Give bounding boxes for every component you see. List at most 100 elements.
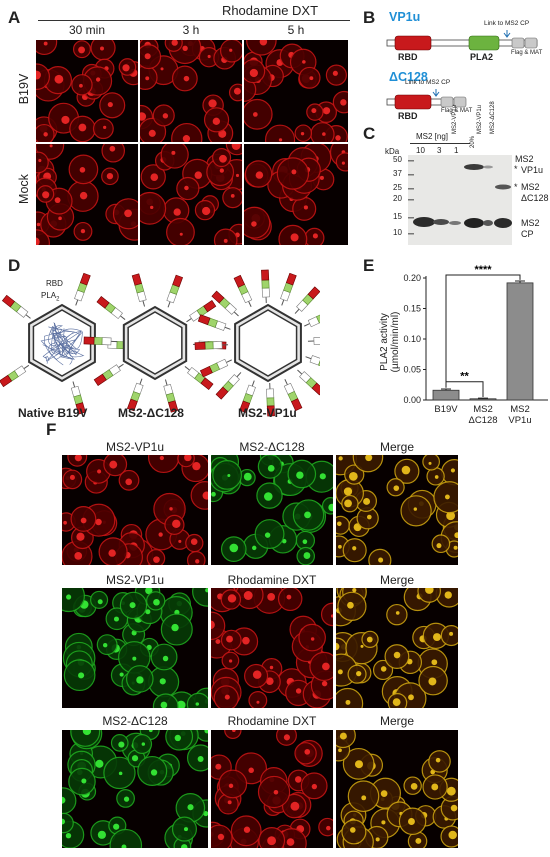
cell-spot [425, 588, 434, 594]
dc128-rbd-domain [394, 94, 432, 110]
cell-spot [242, 636, 250, 645]
cell-spot [171, 623, 179, 632]
capsid-ms2-vp1u-vp1u-stalk [304, 312, 320, 328]
cell [70, 730, 101, 747]
cell-spot [123, 796, 130, 802]
capsid-ms2-dc128-vp1u-stalk [131, 273, 147, 307]
cell [36, 63, 50, 90]
cell-spot [195, 702, 200, 706]
capsid-native-b19v-shell-inner [32, 309, 92, 377]
cell-spot [219, 168, 224, 173]
cell-spot [219, 154, 227, 163]
cell-spot [136, 676, 144, 684]
capsid-native-b19v-genome [48, 336, 77, 360]
cell-spot [393, 485, 400, 491]
cell-spot [302, 539, 308, 544]
gel-band-vp1u-20 [483, 165, 493, 169]
gel-marker-label-15: 15 [393, 212, 402, 221]
chart-y-tick-label: 0.15 [403, 304, 421, 314]
gel-band-label-ms2-1: MS2 [515, 154, 534, 164]
cell-spot [322, 662, 330, 671]
cell-spot [410, 783, 418, 790]
cell-spot [286, 838, 295, 846]
cell-spot [217, 833, 225, 841]
cell-spot [207, 54, 211, 59]
capsid-label-dc128: MS2-ΔC128 [118, 406, 184, 420]
cell [186, 744, 208, 772]
cell-spot [380, 666, 387, 672]
cell-spot [108, 549, 116, 557]
cell-spot [343, 487, 353, 496]
cell [292, 196, 317, 221]
cell-spot [223, 238, 228, 243]
cell [92, 118, 114, 140]
cell [309, 651, 333, 682]
gel-lane-5b-label: MS2-VP1u [477, 104, 483, 134]
capsid-ms2-vp1u-vp1u-stalk [233, 274, 253, 307]
chart-x-label-2: MS2 [510, 404, 530, 415]
cell-spot [278, 138, 283, 142]
micrograph-a-b19v-3h [140, 40, 242, 142]
micrograph-a-b19v-30min [36, 40, 138, 142]
cell-spot [352, 588, 357, 593]
cell-spot [140, 112, 147, 121]
cell-spot [380, 790, 388, 797]
chart-error-bar-1 [478, 397, 488, 399]
cell-spot [74, 551, 83, 560]
micrograph-a-b19v-5h [244, 40, 348, 142]
chart-bar-0 [432, 389, 460, 401]
cell-spot [243, 826, 251, 833]
cell-spot [113, 616, 119, 622]
micrograph-f-r3-rhodamine [211, 730, 333, 848]
cell-spot [62, 796, 66, 804]
cell-spot [95, 77, 101, 82]
cell-spot [211, 620, 215, 630]
cell-spot [296, 471, 304, 479]
cell-spot [174, 734, 181, 742]
cell-spot [291, 169, 297, 175]
cell-spot [345, 699, 351, 705]
chart-y-tick-label: 0.00 [403, 395, 421, 405]
cell [264, 124, 296, 142]
panel-a-row-2: Mock [17, 174, 31, 204]
cell-spot [434, 475, 439, 479]
chart-y-tick-label: 0.20 [403, 273, 421, 283]
cell-spot [253, 112, 258, 117]
cell-spot [208, 99, 217, 108]
cell [171, 122, 203, 142]
construct-dc128-title: ΔC128 [389, 70, 428, 84]
cell-spot [330, 614, 333, 618]
micrograph-f-r1-dc128 [211, 455, 333, 565]
cell-spot [338, 456, 343, 461]
cell [101, 144, 126, 163]
gel-marker-37 [408, 174, 414, 176]
capsid-ms2-dc128-vp1u-stalk [96, 296, 126, 320]
gel-marker-25 [408, 188, 414, 190]
cell-spot [251, 221, 257, 227]
micrograph-f-r1-vp1u [62, 455, 208, 565]
capsid-native-b19v-vp1u-stalk [0, 364, 30, 388]
cell-spot [97, 599, 103, 605]
cell-spot [184, 185, 189, 191]
micrograph-f-r3-merge [336, 730, 458, 848]
cell-spot [337, 544, 342, 549]
cell [440, 625, 458, 647]
cell-spot [264, 532, 271, 538]
cell-spot [433, 633, 441, 642]
construct-dc128-diagram [386, 89, 467, 110]
gel-lane-3-label: 1 [454, 146, 459, 155]
cell-spot [109, 460, 118, 469]
capsid-native-b19v-genome [42, 327, 62, 353]
cell-spot [194, 171, 203, 179]
vp1u-link-label: Link to MS2 CP [484, 20, 530, 27]
cell-spot [227, 800, 232, 805]
cell-spot [150, 173, 159, 182]
cell-spot [95, 759, 104, 768]
capsid-native-b19v-genome [48, 326, 82, 361]
cell-spot [78, 46, 86, 54]
capsid-ms2-vp1u-vp1u-stalk [197, 314, 231, 331]
cell-spot [43, 41, 48, 46]
cell-spot [212, 117, 221, 126]
cell-spot [229, 543, 239, 553]
capsid-native-b19v [0, 272, 136, 415]
